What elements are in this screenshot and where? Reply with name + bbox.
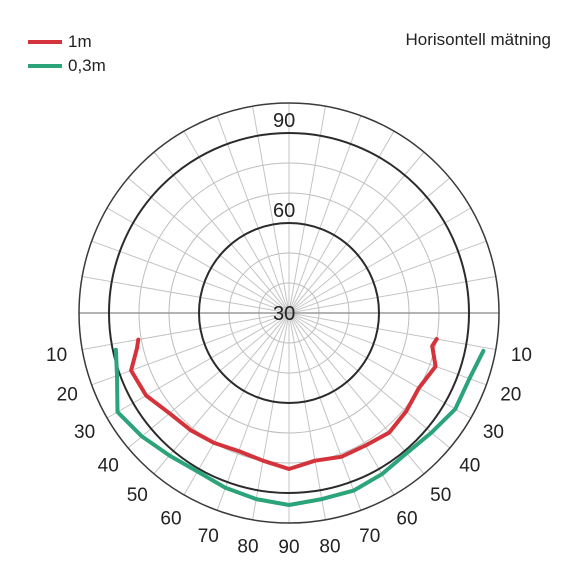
legend-swatch-0-3m [28,64,62,68]
grid-spoke [183,312,290,496]
radial-tick-labels: 30 60 90 [273,110,295,325]
outer-ring [78,102,500,524]
angle-tick-left-10: 10 [46,345,67,366]
grid-spoke [288,312,451,449]
grid-spoke [288,106,326,314]
grid-spoke [91,312,290,386]
angle-tick-right-10: 10 [511,345,532,366]
grid-spoke [288,312,472,419]
grid-spoke [153,312,290,475]
grid-spoke [82,312,290,350]
angle-tick-right-30: 30 [483,422,504,443]
grid-spoke [288,130,395,314]
legend-swatch-1m [28,40,62,44]
legend-label-1m: 1m [68,32,92,51]
angle-tick-right-40: 40 [459,456,480,477]
radial-tick-label-60: 60 [273,200,295,222]
grid-spoke [288,312,326,520]
grid-spoke [288,312,487,386]
legend-item-0-3m: 0,3m [28,54,106,78]
legend-item-1m: 1m [28,30,106,54]
grid-spoke [288,240,487,314]
grid-spoke [183,130,290,314]
grid-spoke [82,276,290,314]
grid-spoke [252,312,290,520]
angle-tick-right-60: 60 [396,508,417,529]
angle-tick-right-50: 50 [430,485,451,506]
radial-rings [78,102,500,524]
angle-tick-left-70: 70 [198,526,219,547]
series-line-1m [129,337,439,471]
grid-spoke [288,312,362,511]
grid-spoke [153,151,290,314]
angle-tick-left-30: 30 [74,422,95,443]
angle-tick-left-20: 20 [57,385,78,406]
series-layer [113,337,486,507]
grid-spoke [288,276,496,314]
grid-spoke [106,207,290,314]
angle-tick-left-60: 60 [160,508,181,529]
grid-spoke [127,177,290,314]
grid-spoke [288,151,425,314]
angle-tick-left-40: 40 [98,456,119,477]
polar-grid [78,102,500,524]
angle-tick-left-50: 50 [127,485,148,506]
chart-title: Horisontell mätning [405,30,551,49]
grid-spoke [288,312,395,496]
grid-spoke [288,207,472,314]
legend: 1m 0,3m [28,30,106,78]
grid-spoke [106,312,290,419]
radial-tick-label-90: 90 [273,110,295,132]
legend-label-0-3m: 0,3m [68,56,106,75]
angle-tick-bottom-90: 90 [278,537,299,558]
grid-spoke [216,312,290,511]
series-line-0-3m [113,347,486,507]
grid-spoke [288,312,496,350]
radial-ring-60 [198,222,380,404]
radial-tick-label-30: 30 [273,303,295,325]
angle-tick-left-80: 80 [237,536,258,557]
grid-spoke [288,177,451,314]
radial-ring-90 [108,132,470,494]
grid-spoke [252,106,290,314]
angle-tick-right-80: 80 [319,536,340,557]
grid-spoke [288,115,362,314]
grid-spoke [288,312,425,475]
grid-spoke [91,240,290,314]
grid-spoke [216,115,290,314]
grid-spoke [127,312,290,449]
angle-tick-right-20: 20 [500,385,521,406]
angle-tick-right-70: 70 [359,526,380,547]
